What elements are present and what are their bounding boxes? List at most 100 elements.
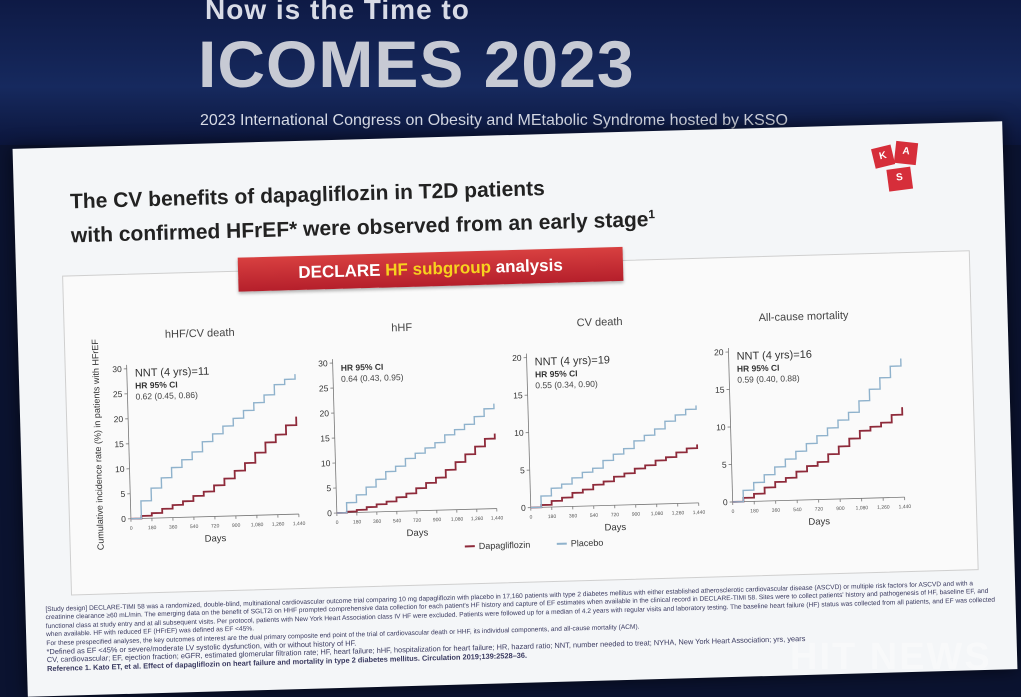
slide-title-ref: 1	[648, 207, 655, 221]
placebo-series-line	[334, 404, 497, 513]
y-tick-label: 15	[114, 439, 124, 449]
x-tick-label: 180	[148, 525, 157, 531]
x-tick-label: 180	[750, 508, 759, 514]
x-tick-label: 0	[731, 509, 734, 515]
x-axis-label: Days	[808, 516, 830, 528]
x-tick-label: 360	[569, 513, 578, 519]
x-tick-label: 1,440	[693, 510, 706, 516]
y-tick-label: 0	[521, 503, 526, 513]
x-tick-label: 0	[336, 520, 339, 526]
y-tick-label: 0	[121, 514, 126, 524]
x-tick-label: 540	[190, 524, 199, 530]
y-tick-label: 30	[318, 358, 328, 368]
y-tick-label: 10	[321, 458, 331, 468]
x-tick-label: 1,260	[272, 521, 285, 527]
logo-block-3: S	[886, 167, 913, 192]
x-tick-label: 360	[772, 508, 781, 514]
hr-label: HR 95% CI	[135, 379, 178, 390]
x-tick-label: 1,080	[451, 516, 464, 522]
legend-label: Dapagliflozin	[479, 540, 531, 551]
y-axis	[728, 348, 732, 502]
y-tick-label: 5	[326, 483, 331, 493]
x-tick-label: 900	[632, 512, 641, 518]
x-tick-label: 1,080	[251, 522, 264, 528]
nnt-annotation: NNT (4 yrs)=16	[736, 349, 812, 363]
nnt-annotation: NNT (4 yrs)=11	[135, 366, 210, 380]
hr-label: HR 95% CI	[535, 368, 578, 379]
y-tick-label: 15	[320, 433, 330, 443]
chart-title: CV death	[577, 316, 623, 329]
chart-title: All-cause mortality	[758, 310, 849, 325]
y-tick-label: 0	[327, 508, 332, 518]
x-axis-label: Days	[604, 522, 626, 534]
conference-banner: Now is the Time to ICOMES 2023 2023 Inte…	[0, 0, 1021, 145]
y-tick-label: 5	[520, 465, 525, 475]
banner-subtitle: 2023 International Congress on Obesity a…	[200, 112, 788, 130]
x-axis-label: Days	[205, 533, 227, 545]
x-tick-label: 1,080	[856, 505, 869, 511]
y-tick-label: 25	[319, 383, 329, 393]
x-axis-label: Days	[406, 527, 428, 539]
x-tick-label: 720	[211, 523, 220, 529]
y-tick-label: 20	[512, 353, 522, 363]
legend-label: Placebo	[571, 538, 604, 549]
x-tick-label: 180	[548, 514, 557, 520]
logo-block-1: K	[871, 145, 895, 169]
y-tick-label: 20	[114, 414, 124, 424]
hr-label: HR 95% CI	[737, 363, 780, 374]
y-tick-label: 0	[723, 497, 728, 507]
hr-value: 0.59 (0.40, 0.88)	[737, 373, 800, 385]
hr-label: HR 95% CI	[341, 362, 384, 373]
y-tick-label: 5	[120, 489, 125, 499]
km-charts: hHF/CV death 0 5 10 15 20 25 30 0 180 360 540 720 900…	[62, 250, 977, 593]
presentation-slide: The CV benefits of dapagliflozin in T2D …	[13, 121, 1018, 696]
x-tick-label: 720	[611, 512, 620, 518]
chart-title: hHF/CV death	[165, 327, 235, 341]
hr-value: 0.55 (0.34, 0.90)	[535, 379, 598, 391]
banner-title: ICOMES 2023	[198, 26, 635, 102]
y-tick-label: 25	[113, 389, 123, 399]
x-tick-label: 1,440	[491, 515, 504, 521]
y-axis	[526, 354, 530, 508]
slide-title-line2: with confirmed HFrEF* were observed from…	[71, 208, 649, 247]
x-tick-label: 720	[413, 518, 422, 524]
x-tick-label: 180	[353, 519, 362, 525]
x-tick-label: 1,440	[293, 521, 306, 527]
x-tick-label: 0	[130, 526, 133, 532]
y-tick-label: 20	[714, 347, 724, 357]
x-tick-label: 1,260	[672, 510, 685, 516]
y-tick-label: 10	[716, 422, 726, 432]
hr-value: 0.62 (0.45, 0.86)	[135, 390, 198, 402]
y-tick-label: 10	[115, 464, 125, 474]
society-logo-icon: K A S	[873, 141, 928, 192]
x-tick-label: 1,080	[651, 511, 664, 517]
y-axis	[333, 359, 337, 513]
x-tick-label: 720	[815, 506, 824, 512]
hr-value: 0.64 (0.43, 0.95)	[341, 372, 404, 384]
chart-title: hHF	[391, 322, 412, 335]
y-tick-label: 10	[514, 428, 524, 438]
x-tick-label: 900	[836, 506, 845, 512]
dapagliflozin-series-line	[730, 407, 904, 502]
y-tick-label: 20	[319, 408, 329, 418]
x-tick-label: 540	[793, 507, 802, 513]
x-tick-label: 360	[373, 519, 382, 525]
x-tick-label: 1,260	[471, 516, 484, 522]
y-tick-label: 5	[722, 460, 727, 470]
x-tick-label: 360	[169, 524, 178, 530]
news-watermark: HIT NEWS	[790, 636, 992, 679]
x-tick-label: 1,260	[877, 505, 890, 511]
y-tick-label: 15	[513, 390, 523, 400]
y-tick-label: 15	[715, 385, 725, 395]
x-tick-label: 900	[232, 523, 241, 529]
dapagliflozin-series-line	[335, 434, 497, 513]
x-tick-label: 1,440	[899, 504, 912, 510]
x-tick-label: 540	[393, 518, 402, 524]
banner-tagline: Now is the Time to	[205, 0, 470, 26]
nnt-annotation: NNT (4 yrs)=19	[535, 354, 611, 368]
slide-title: The CV benefits of dapagliflozin in T2D …	[70, 168, 771, 251]
y-axis	[127, 365, 131, 519]
y-tick-label: 30	[112, 364, 122, 374]
slide-title-line1: The CV benefits of dapagliflozin in T2D …	[70, 177, 545, 213]
x-tick-label: 900	[433, 517, 442, 523]
